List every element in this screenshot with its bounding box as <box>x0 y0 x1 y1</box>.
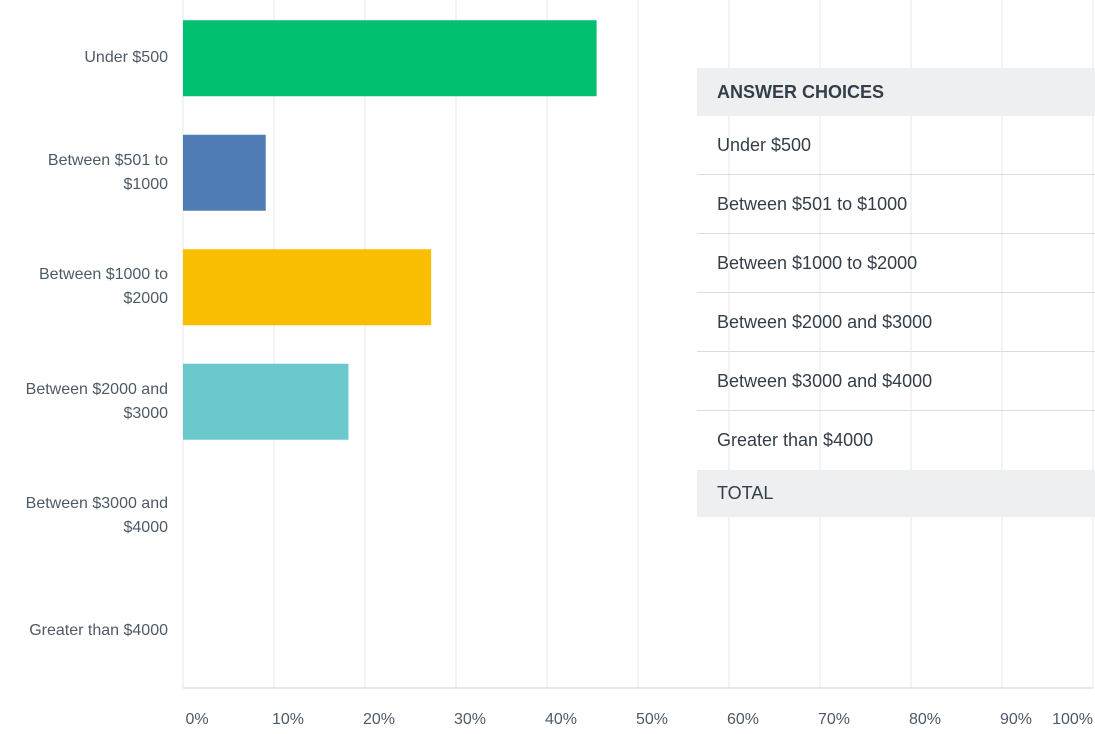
bar <box>183 20 597 97</box>
table-row: Between $2000 and $3000 <box>697 293 1095 352</box>
table-row: Between $1000 to $2000 <box>697 234 1095 293</box>
table-row: Between $3000 and $4000 <box>697 352 1095 411</box>
x-tick-label: 90% <box>1000 711 1032 728</box>
category-label: Between $501 to $1000 <box>0 133 168 213</box>
category-label: Under $500 <box>0 18 168 98</box>
x-tick-label: 100% <box>1052 711 1093 728</box>
bar <box>183 249 432 326</box>
bar <box>183 134 266 211</box>
category-label: Greater than $4000 <box>0 591 168 671</box>
category-text: Under $500 <box>84 49 168 67</box>
table-row: Greater than $4000 <box>717 430 874 450</box>
answer-table: ANSWER CHOICES Under $500 Between $501 to… <box>697 68 1095 517</box>
x-tick-label: 0% <box>185 711 208 728</box>
category-label: Between $2000 and $3000 <box>0 362 168 442</box>
x-tick-label: 20% <box>363 711 395 728</box>
x-tick-label: 80% <box>909 711 941 728</box>
category-text: Between $2000 and $3000 <box>25 380 168 422</box>
bar <box>183 363 349 440</box>
category-text: Between $1000 to $2000 <box>39 266 168 308</box>
x-tick-label: 50% <box>636 711 668 728</box>
category-text: Between $501 to $1000 <box>47 151 168 193</box>
category-label: Between $3000 and $4000 <box>0 476 168 556</box>
x-tick-label: 30% <box>454 711 486 728</box>
x-tick-label: 70% <box>818 711 850 728</box>
table-row: Between $501 to $1000 <box>697 175 1095 234</box>
table-total: TOTAL <box>697 470 1095 517</box>
category-text: Greater than $4000 <box>29 621 168 639</box>
table-row: Under $500 <box>697 116 1095 175</box>
x-tick-label: 60% <box>727 711 759 728</box>
category-text: Between $3000 and $4000 <box>25 495 168 537</box>
x-tick-label: 40% <box>545 711 577 728</box>
table-header: ANSWER CHOICES <box>697 68 1095 116</box>
category-label: Between $1000 to $2000 <box>0 247 168 327</box>
x-tick-label: 10% <box>272 711 304 728</box>
